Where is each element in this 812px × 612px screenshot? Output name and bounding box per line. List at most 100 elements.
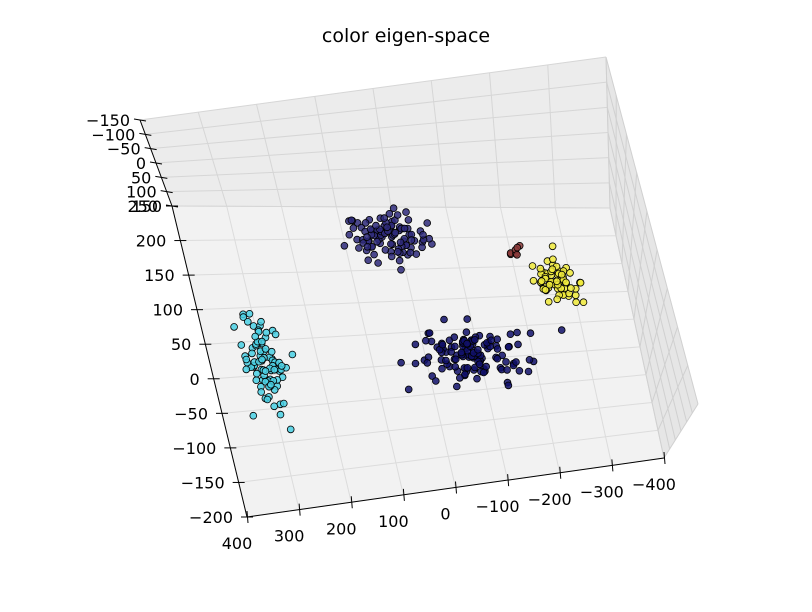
scatter-point — [545, 280, 554, 289]
y-tick-label: −200 — [189, 508, 233, 527]
scatter-point — [452, 382, 461, 391]
scatter-point — [425, 329, 434, 337]
scatter-point — [383, 223, 391, 232]
z-tick — [160, 190, 173, 194]
grid-line — [238, 429, 659, 483]
grid-line — [180, 235, 617, 242]
grid-line — [639, 249, 658, 347]
grid-line — [627, 172, 638, 292]
scatter-point — [395, 256, 404, 265]
z-tick-label: −50 — [107, 140, 141, 159]
y-tick-label: 250 — [127, 197, 158, 216]
z-tick-label: 50 — [131, 168, 151, 187]
y-tick-label: −50 — [174, 404, 208, 423]
scatter-point — [537, 277, 546, 285]
z-tick-label: 0 — [136, 154, 146, 173]
scatter-point — [239, 313, 248, 321]
scatter-point — [455, 374, 464, 382]
grid-line — [606, 82, 693, 414]
scatter-point — [251, 332, 260, 341]
x-tick — [507, 474, 510, 487]
x-tick — [402, 488, 405, 501]
scatter-point — [548, 242, 557, 251]
scatter-point — [423, 219, 432, 227]
scatter-point — [277, 362, 286, 370]
scatter-point — [400, 224, 409, 233]
scatter-point — [524, 367, 533, 376]
x-tick-label: 0 — [440, 505, 450, 524]
scatter-point — [529, 276, 538, 285]
scatter-point — [419, 231, 427, 239]
scatter-point — [252, 369, 261, 378]
scatter-point — [513, 251, 521, 259]
scatter-point — [440, 315, 448, 324]
grid-line — [607, 132, 682, 432]
x-tick-label: 300 — [274, 527, 305, 546]
scatter-point — [461, 370, 469, 379]
z-tick — [133, 118, 147, 122]
scatter-point — [475, 360, 484, 369]
grid-line — [161, 157, 609, 178]
scatter-point — [579, 298, 588, 307]
grid-line — [145, 81, 607, 135]
scatter-point — [242, 365, 251, 374]
scatter-point — [404, 216, 413, 224]
grid-line — [230, 401, 653, 449]
grid-line — [554, 207, 613, 466]
scatter-point — [536, 264, 545, 273]
grid-line — [657, 365, 689, 431]
x-tick-label: −400 — [632, 475, 676, 494]
scatter-points — [230, 204, 588, 434]
scatter-point — [513, 243, 522, 252]
scatter-point — [528, 262, 537, 270]
z-tick — [155, 175, 168, 179]
grid-line — [609, 207, 665, 459]
scatter-point — [451, 355, 460, 364]
grid-line — [608, 157, 676, 441]
scatter-point — [544, 297, 553, 306]
scatter-point — [549, 255, 557, 264]
scatter-point — [493, 345, 502, 353]
scatter-point — [493, 354, 502, 363]
y-tick-label: 200 — [136, 232, 167, 251]
scatter-point — [397, 265, 405, 274]
x-tick — [298, 503, 301, 516]
grid-line — [651, 326, 679, 403]
grid-line — [608, 182, 671, 450]
grid-lines — [139, 56, 699, 518]
scatter-point — [286, 425, 295, 434]
scatter-point — [258, 337, 266, 346]
scatter-point — [397, 358, 405, 367]
scatter-point — [567, 284, 575, 292]
scatter-point — [526, 329, 535, 338]
x-tick-label: −200 — [528, 490, 572, 509]
scatter-point — [473, 374, 481, 383]
grid-line — [445, 207, 509, 481]
scatter-point — [245, 309, 254, 318]
y-tick-label: −100 — [172, 439, 216, 458]
grid-line — [606, 107, 688, 423]
z-tick-label: −100 — [91, 125, 135, 144]
scatter-point — [237, 341, 246, 349]
scatter-point — [372, 221, 380, 230]
scatter-point — [576, 278, 585, 287]
scatter-point — [447, 348, 456, 356]
scatter-point — [370, 250, 378, 259]
scatter-point — [553, 295, 561, 304]
scatter-point — [340, 242, 349, 250]
scatter-point — [423, 359, 432, 367]
scatter-point — [270, 402, 279, 411]
x-tick-label: 400 — [222, 534, 253, 553]
z-tick-label: 100 — [126, 183, 157, 202]
scatter-point — [389, 204, 398, 213]
scatter-point — [257, 388, 266, 396]
scatter-point — [267, 347, 276, 356]
scatter-point — [502, 358, 510, 366]
axes — [133, 118, 666, 524]
grid-line — [281, 206, 352, 503]
x-tick-label: −100 — [476, 497, 520, 516]
scatter-point — [552, 277, 561, 286]
scatter-point — [404, 385, 413, 394]
grid-line — [155, 132, 609, 164]
scatter-point — [374, 259, 382, 267]
